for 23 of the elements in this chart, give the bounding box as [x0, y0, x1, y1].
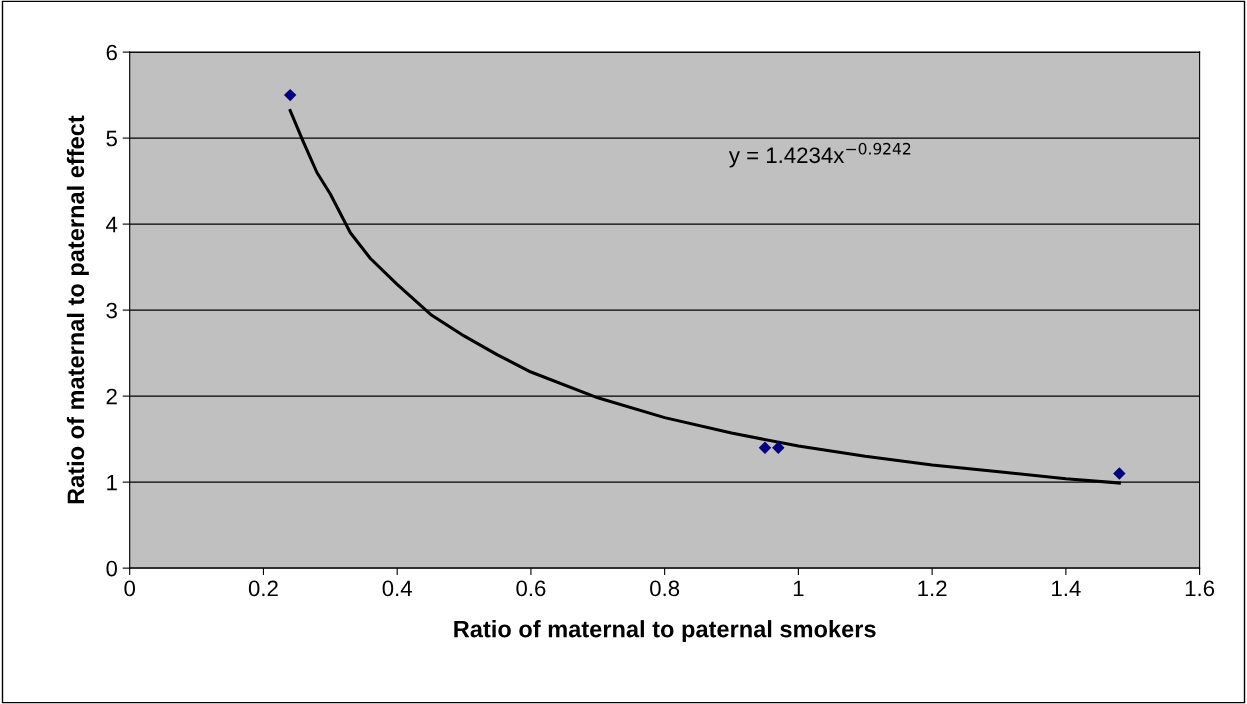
x-tick-label: 0	[124, 580, 135, 597]
y-axis-title: Ratio of maternal to paternal effect	[66, 115, 89, 504]
x-axis-title: Ratio of maternal to paternal smokers	[454, 620, 876, 643]
point	[758, 441, 772, 454]
x-tick-label: 0.2	[248, 580, 278, 597]
y-tick-label: 4	[106, 216, 118, 233]
point	[1113, 467, 1126, 480]
y-tick-label: 1	[107, 474, 117, 491]
x-tick-label: 1	[793, 580, 804, 597]
point	[772, 441, 785, 454]
x-tick-label: 0.6	[516, 580, 546, 597]
x-tick-label: 1.2	[918, 580, 947, 597]
annotation: y = 1.4234x$^{−0.9242}$	[728, 142, 911, 168]
point	[283, 88, 297, 102]
x-tick-label: 0.8	[650, 580, 680, 597]
y-tick-label: 6	[106, 44, 117, 61]
x-tick-label: 1.4	[1052, 580, 1081, 597]
y-tick-label: 2	[106, 388, 117, 405]
y-tick-label: 3	[106, 302, 117, 319]
x-tick-label: 1.6	[1185, 580, 1215, 597]
y-tick-label: 5	[106, 130, 117, 147]
y-tick-label: 0	[106, 560, 118, 577]
x-tick-label: 0.4	[382, 580, 412, 597]
